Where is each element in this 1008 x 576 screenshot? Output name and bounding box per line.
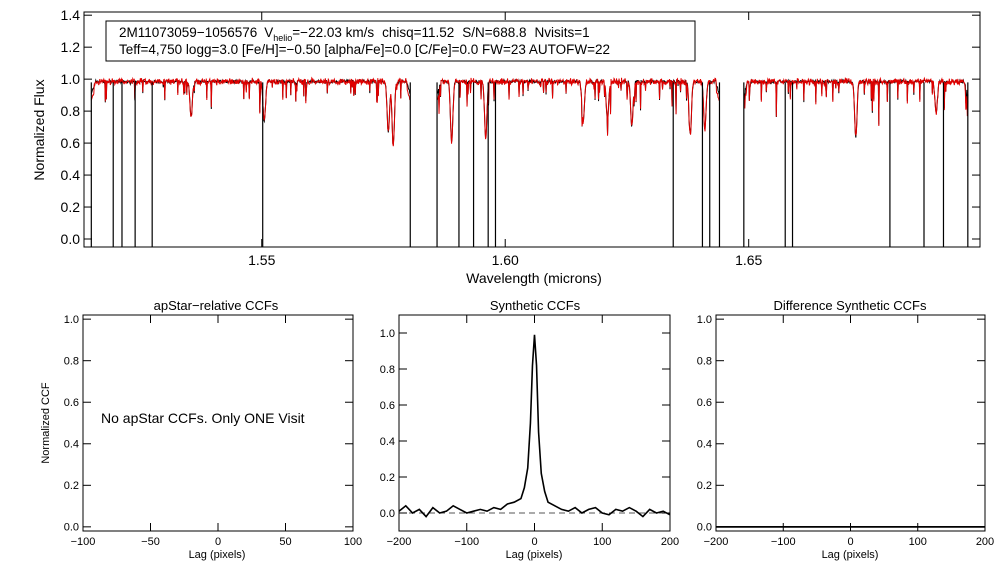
x-tick-label: −50 (141, 536, 160, 548)
y-tick-label: 1.0 (64, 314, 79, 326)
y-tick-label: 1.0 (61, 71, 81, 87)
x-tick-label: 1.55 (248, 252, 275, 268)
apstar-ccf-xlabel: Lag (pixels) (189, 549, 246, 561)
apstar-ccf-panel: apStar−relative CCFs −100 −50 0 50 100 0.0 0.2… (40, 298, 362, 561)
synthetic-spectrum-line (90, 76, 411, 147)
info-nvisits: Nvisits=1 (534, 25, 589, 40)
x-tick-label: 50 (279, 536, 291, 548)
spectrum-curves (90, 76, 969, 247)
apstar-ccf-ticks: −100 −50 0 50 100 0.0 0.2 0.4 0.6 0.8 1.0 (64, 314, 362, 548)
synthetic-ccf-xlabel: Lag (pixels) (506, 549, 563, 561)
y-tick-label: 0.4 (380, 436, 395, 448)
info-vhelio-label: V (264, 25, 273, 40)
x-tick-label: 100 (344, 536, 362, 548)
y-tick-label: 0.2 (697, 480, 712, 492)
y-tick-label: 1.0 (697, 314, 712, 326)
x-tick-label: 1.65 (735, 252, 762, 268)
y-tick-label: 0.6 (697, 397, 712, 409)
difference-ccf-panel: Difference Synthetic CCFs −200 −100 0 100 20… (697, 298, 994, 561)
x-tick-label: 0 (531, 536, 537, 548)
difference-ccf-title: Difference Synthetic CCFs (774, 298, 927, 313)
apstar-ccf-annotation: No apStar CCFs. Only ONE Visit (101, 410, 305, 426)
y-tick-label: 0.6 (380, 400, 395, 412)
y-tick-label: 0.0 (380, 508, 395, 520)
y-tick-label: 0.8 (380, 364, 395, 376)
y-tick-label: 0.6 (61, 135, 81, 151)
info-sn: S/N=688.8 (462, 25, 526, 40)
spectrum-axes-frame (83, 11, 981, 248)
x-tick-label: 0 (215, 536, 221, 548)
y-tick-label: 0.8 (64, 356, 79, 368)
synthetic-ccf-ticks: −200 −100 0 100 200 0.0 0.2 0.4 0.6 0.8 1.0 (380, 315, 679, 548)
synthetic-ccf-title: Synthetic CCFs (490, 298, 581, 313)
x-tick-label: −200 (387, 536, 412, 548)
y-tick-label: 0.8 (61, 103, 81, 119)
y-tick-label: 1.4 (61, 7, 81, 23)
y-tick-label: 0.8 (697, 356, 712, 368)
spectrum-panel: 1.55 1.60 1.65 0.0 0.2 0.4 0.6 0.8 1.0 1.2 1.4 2M1… (31, 7, 981, 286)
y-tick-label: 0.6 (64, 397, 79, 409)
x-tick-label: −100 (71, 536, 96, 548)
x-tick-label: 200 (976, 536, 994, 548)
x-tick-label: −100 (454, 536, 479, 548)
x-tick-label: 100 (593, 536, 611, 548)
difference-ccf-xlabel: Lag (pixels) (822, 549, 879, 561)
info-vhelio-value: =−22.03 km/s (292, 25, 374, 40)
info-vhelio-sub: helio (273, 33, 292, 43)
x-tick-label: −100 (771, 536, 796, 548)
apstar-ccf-ylabel: Normalized CCF (40, 382, 52, 464)
synthetic-spectrum-line (743, 76, 969, 136)
spectrum-info-box: 2M11073059−1056576 Vhelio=−22.03 km/s chis… (105, 20, 696, 62)
x-tick-label: −200 (704, 536, 729, 548)
synthetic-ccf-panel: Synthetic CCFs −200 −100 0 100 200 0.0 0.2 0.4 0… (380, 298, 679, 561)
info-star: 2M11073059−1056576 (119, 25, 257, 40)
info-line-2: Teff=4,750 logg=3.0 [Fe/H]=−0.50 [alpha/… (119, 42, 610, 57)
info-line-1: 2M11073059−1056576 Vhelio=−22.03 km/s chis… (119, 25, 590, 43)
y-tick-label: 1.2 (61, 39, 81, 55)
y-tick-label: 0.4 (61, 167, 81, 183)
apstar-ccf-title: apStar−relative CCFs (154, 298, 279, 313)
synthetic-ccf-line (398, 334, 671, 518)
y-tick-label: 0.0 (61, 231, 81, 247)
synthetic-spectrum-line (436, 77, 720, 144)
spectrum-xlabel: Wavelength (microns) (466, 270, 602, 286)
y-tick-label: 0.0 (64, 522, 79, 534)
y-tick-label: 1.0 (380, 328, 395, 340)
spectrum-ticks: 1.55 1.60 1.65 0.0 0.2 0.4 0.6 0.8 1.0 1.2 1.4 (61, 7, 980, 268)
y-tick-label: 0.4 (64, 439, 79, 451)
y-tick-label: 0.0 (697, 522, 712, 534)
x-tick-label: 200 (661, 536, 679, 548)
x-tick-label: 100 (909, 536, 927, 548)
info-chisq: chisq=11.52 (382, 25, 454, 40)
y-tick-label: 0.4 (697, 439, 712, 451)
difference-ccf-ticks: −200 −100 0 100 200 0.0 0.2 0.4 0.6 0.8 1.0 (697, 314, 994, 548)
info-box-frame (105, 20, 696, 62)
x-tick-label: 1.60 (492, 252, 519, 268)
x-tick-label: 0 (847, 536, 853, 548)
synthetic-ccf-curves (398, 334, 671, 518)
y-tick-label: 0.2 (380, 472, 395, 484)
y-tick-label: 0.2 (64, 480, 79, 492)
y-tick-label: 0.2 (61, 199, 81, 215)
spectrum-ylabel: Normalized Flux (31, 79, 47, 180)
